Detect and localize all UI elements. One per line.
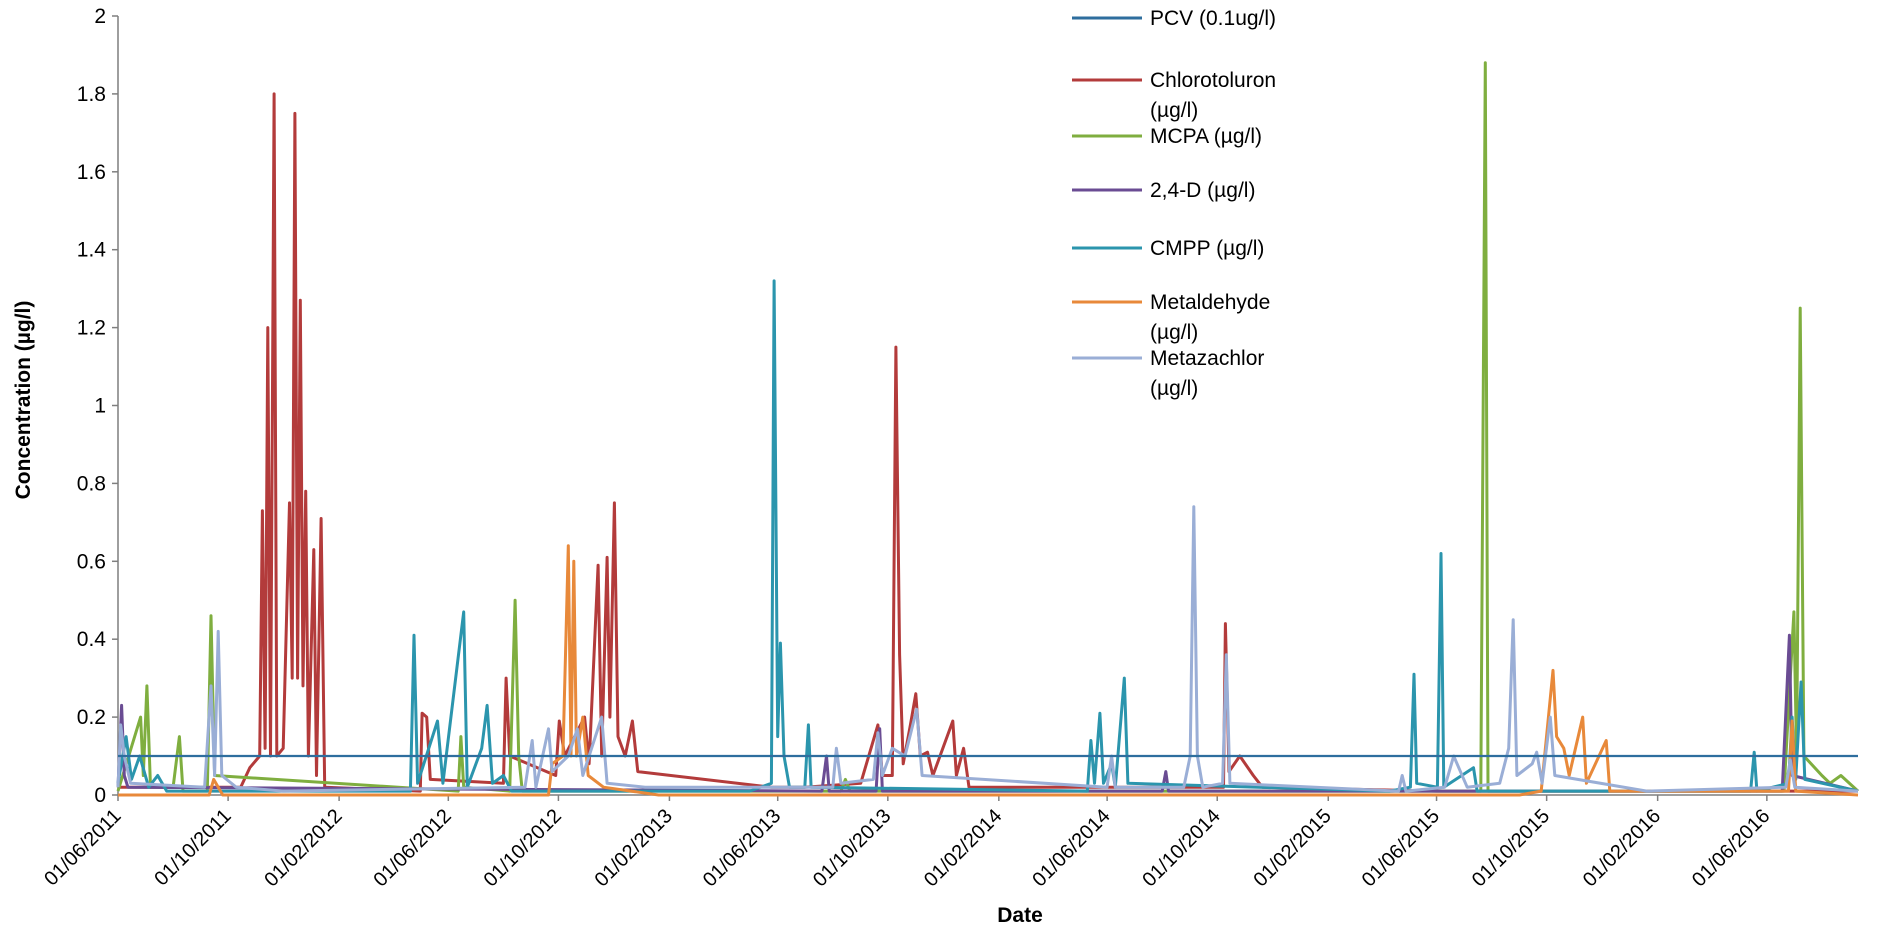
legend-label: CMPP (µg/l) (1150, 237, 1264, 260)
series-line (118, 92, 1858, 793)
x-tick-label: 01/06/2014 (1028, 805, 1114, 891)
x-tick-label: 01/02/2016 (1579, 805, 1665, 891)
y-tick-label: 0 (94, 784, 106, 807)
y-tick-label: 2 (94, 5, 106, 28)
series-lines (116, 61, 1860, 797)
legend-label: Metazachlor (µg/l) (1150, 347, 1264, 400)
legend-label: 2,4-D (µg/l) (1150, 179, 1255, 202)
legend-label-line: CMPP (µg/l) (1150, 237, 1264, 260)
legend-label-line: PCV (0.1ug/l) (1150, 7, 1276, 30)
x-tick-label: 01/06/2012 (370, 805, 456, 891)
legend-label: Chlorotoluron (µg/l) (1150, 69, 1276, 122)
x-tick-label: 01/10/2015 (1468, 805, 1554, 891)
y-tick-label: 0.8 (77, 472, 106, 495)
legend-label-line: Metazachlor (1150, 347, 1264, 370)
y-tick-label: 1 (94, 395, 106, 418)
x-tick-label: 01/06/2011 (40, 805, 125, 890)
x-tick-label: 01/10/2014 (1138, 805, 1224, 891)
x-tick-label: 01/10/2013 (809, 805, 895, 891)
x-tick-label: 01/06/2013 (699, 805, 785, 891)
x-tick-label: 01/02/2012 (260, 805, 346, 891)
series-line (116, 279, 1859, 793)
y-axis-title: Concentration (µg/l) (12, 301, 35, 500)
legend: PCV (0.1ug/l) Chlorotoluron (µg/l) MCPA (µg… (1072, 7, 1276, 400)
x-tick-label: 01/10/2011 (150, 805, 235, 890)
legend-label-line: MCPA (µg/l) (1150, 125, 1262, 148)
y-tick-label: 1.4 (77, 239, 107, 262)
x-tick-label: 01/02/2014 (920, 805, 1006, 891)
y-tick-label: 0.6 (77, 550, 106, 573)
legend-label-line: (µg/l) (1150, 99, 1198, 122)
legend-label-line: 2,4-D (µg/l) (1150, 179, 1255, 202)
series-line (116, 61, 1860, 793)
x-tick-label: 01/10/2012 (480, 805, 566, 891)
legend-label-line: (µg/l) (1150, 377, 1198, 400)
legend-label-line: (µg/l) (1150, 321, 1198, 344)
series-line (116, 505, 1859, 793)
series-line (116, 633, 1859, 793)
legend-label-line: Metaldehyde (1150, 291, 1270, 314)
x-tick-label: 01/02/2015 (1249, 805, 1335, 891)
legend-label-line: Chlorotoluron (1150, 69, 1276, 92)
y-tick-label: 1.2 (77, 317, 106, 340)
x-axis-title: Date (997, 904, 1043, 927)
legend-label: Metaldehyde (µg/l) (1150, 291, 1270, 344)
legend-label: MCPA (µg/l) (1150, 125, 1262, 148)
x-tick-label: 01/02/2013 (591, 805, 677, 891)
y-tick-label: 0.2 (77, 706, 106, 729)
y-tick-label: 1.6 (77, 161, 106, 184)
series-line (118, 544, 1859, 797)
x-tick-label: 01/06/2016 (1688, 805, 1774, 891)
y-tick-label: 1.8 (77, 83, 106, 106)
legend-label: PCV (0.1ug/l) (1150, 7, 1276, 30)
x-tick-label: 01/06/2015 (1358, 805, 1444, 891)
y-tick-label: 0.4 (77, 628, 107, 651)
